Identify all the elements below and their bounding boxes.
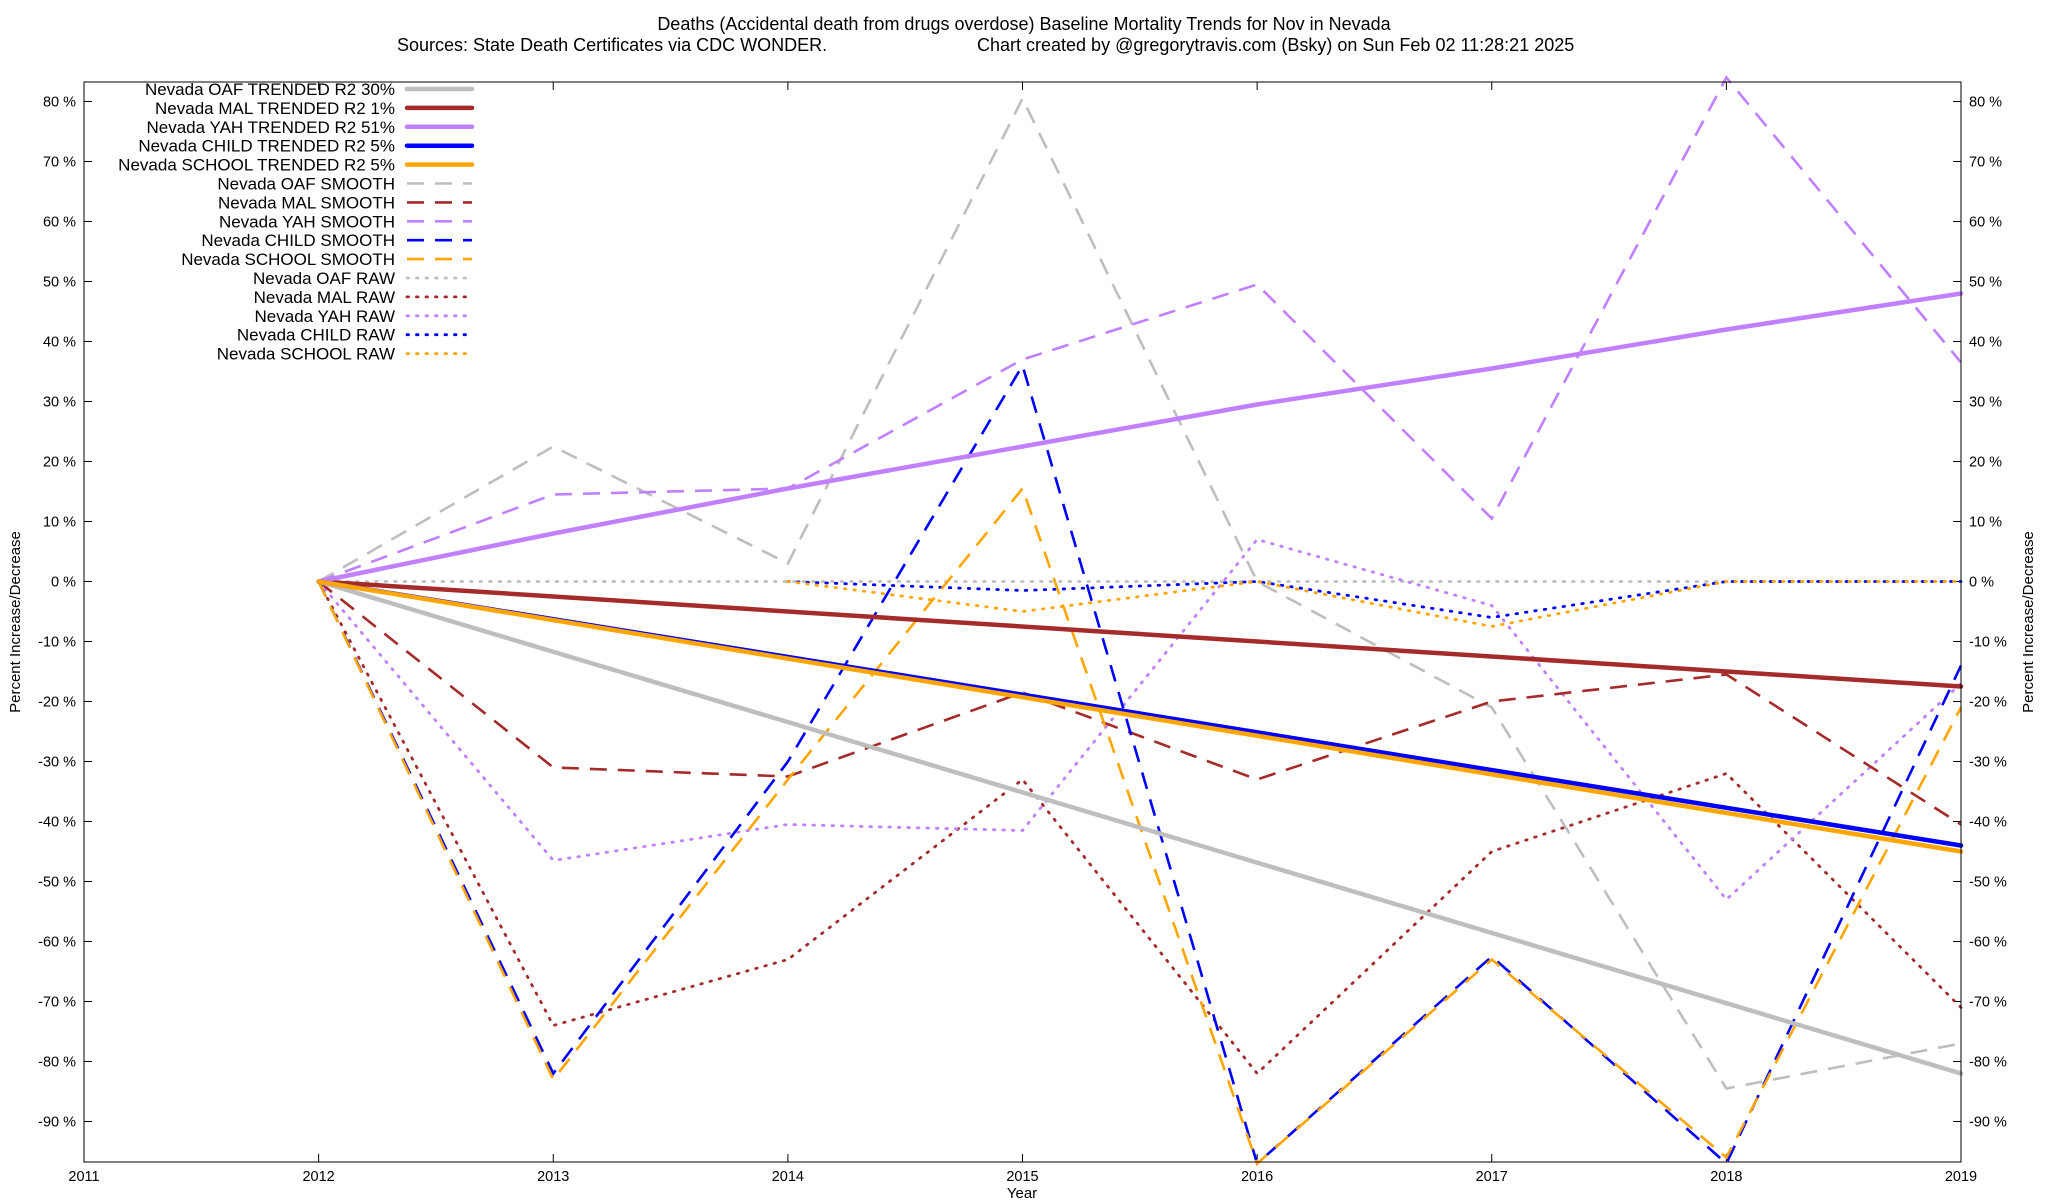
y-axis-label-left: Percent Increase/Decrease (7, 531, 24, 713)
y-tick-label-right-70: 70 % (1969, 155, 2002, 171)
y-tick-label-right-60: 60 % (1969, 215, 2002, 231)
legend-label-nevada-mal-smooth: Nevada MAL SMOOTH (218, 193, 395, 212)
series-line-nevada-yah-smooth (318, 75, 1963, 583)
legend: Nevada OAF TRENDED R2 30%Nevada MAL TREN… (118, 80, 475, 364)
y-tick-label-left-70: 70 % (43, 155, 76, 171)
legend-label-nevada-child-smooth: Nevada CHILD SMOOTH (201, 231, 395, 250)
y-tick-label-right--10: -10 % (1969, 635, 2007, 651)
y-tick-label-right-20: 20 % (1969, 455, 2002, 471)
series-line-nevada-school-trended-r2-5 (316, 579, 1964, 854)
y-tick-label-right--60: -60 % (1969, 935, 2007, 951)
y-tick-label-left--10: -10 % (38, 635, 76, 651)
y-tick-label-left-20: 20 % (43, 455, 76, 471)
y-tick-label-left-50: 50 % (43, 275, 76, 291)
legend-label-nevada-child-raw: Nevada CHILD RAW (237, 326, 395, 345)
legend-label-nevada-mal-raw: Nevada MAL RAW (254, 288, 395, 307)
x-tick-label-2011: 2011 (68, 1169, 99, 1185)
x-tick-label-2019: 2019 (1945, 1169, 1977, 1185)
legend-label-nevada-oaf-trended-r2-30: Nevada OAF TRENDED R2 30% (145, 80, 395, 99)
legend-label-nevada-oaf-smooth: Nevada OAF SMOOTH (217, 175, 395, 194)
legend-label-nevada-yah-trended-r2-51: Nevada YAH TRENDED R2 51% (147, 118, 396, 137)
y-tick-label-left-10: 10 % (43, 515, 76, 531)
series-line-nevada-yah-raw (317, 537, 1963, 902)
series-line-nevada-mal-trended-r2-1 (316, 579, 1964, 689)
chart-subtitle-credit: Chart created by @gregorytravis.com (Bsk… (977, 35, 1574, 55)
x-tick-label-2018: 2018 (1710, 1169, 1742, 1185)
series-line-nevada-yah-trended-r2-51 (316, 291, 1964, 584)
y-tick-label-right--90: -90 % (1969, 1115, 2007, 1131)
y-tick-label-left--20: -20 % (38, 695, 76, 711)
y-tick-label-left-0: 0 % (51, 575, 76, 591)
y-tick-label-left--80: -80 % (38, 1055, 76, 1071)
x-axis-label: Year (1007, 1185, 1037, 1200)
x-tick-label-2017: 2017 (1476, 1169, 1508, 1185)
y-tick-label-right-80: 80 % (1969, 95, 2002, 111)
series-line-nevada-oaf-trended-r2-30 (316, 579, 1964, 1076)
legend-label-nevada-school-raw: Nevada SCHOOL RAW (217, 345, 395, 364)
y-tick-label-right-10: 10 % (1969, 515, 2002, 531)
y-tick-label-right--20: -20 % (1969, 695, 2007, 711)
y-tick-label-right--50: -50 % (1969, 875, 2007, 891)
series-layer (316, 75, 1964, 1166)
x-tick-label-2016: 2016 (1241, 1169, 1273, 1185)
series-line-nevada-school-raw (786, 580, 1963, 628)
legend-label-nevada-child-trended-r2-5: Nevada CHILD TRENDED R2 5% (138, 137, 395, 156)
legend-label-nevada-oaf-raw: Nevada OAF RAW (253, 269, 395, 288)
y-tick-label-right--40: -40 % (1969, 815, 2007, 831)
y-tick-label-right-50: 50 % (1969, 275, 2002, 291)
y-tick-label-left--90: -90 % (38, 1115, 76, 1131)
x-tick-label-2013: 2013 (537, 1169, 569, 1185)
y-tick-label-right-0: 0 % (1969, 575, 1994, 591)
y-tick-label-left-30: 30 % (43, 395, 76, 411)
legend-label-nevada-yah-raw: Nevada YAH RAW (255, 307, 395, 326)
y-tick-label-left--50: -50 % (38, 875, 76, 891)
y-tick-label-right-40: 40 % (1969, 335, 2002, 351)
chart-subtitle-sources: Sources: State Death Certificates via CD… (397, 35, 827, 55)
series-line-nevada-oaf-smooth (317, 95, 1962, 1090)
legend-label-nevada-mal-trended-r2-1: Nevada MAL TRENDED R2 1% (155, 99, 395, 118)
chart-title: Deaths (Accidental death from drugs over… (657, 14, 1391, 34)
y-tick-label-left-80: 80 % (43, 95, 76, 111)
y-tick-label-left-40: 40 % (43, 335, 76, 351)
y-tick-label-right--70: -70 % (1969, 995, 2007, 1011)
ticks-layer: 2011 2012 2013 2014 2015 2016 2017 2018 2019 80 %… (38, 82, 2007, 1185)
y-tick-label-right--80: -80 % (1969, 1055, 2007, 1071)
x-tick-label-2014: 2014 (772, 1169, 804, 1185)
legend-label-nevada-yah-smooth: Nevada YAH SMOOTH (219, 212, 395, 231)
plot-frame (83, 81, 1962, 1163)
series-line-nevada-child-smooth (317, 362, 1963, 1166)
series-line-nevada-mal-smooth (317, 580, 1962, 826)
series-line-nevada-mal-raw (317, 580, 1963, 1076)
legend-label-nevada-school-smooth: Nevada SCHOOL SMOOTH (181, 250, 395, 269)
legend-label-nevada-school-trended-r2-5: Nevada SCHOOL TRENDED R2 5% (118, 156, 395, 175)
y-tick-label-left--60: -60 % (38, 935, 76, 951)
y-tick-label-left--40: -40 % (38, 815, 76, 831)
x-tick-label-2012: 2012 (302, 1169, 334, 1185)
y-tick-label-left--30: -30 % (38, 755, 76, 771)
y-axis-label-right: Percent Increase/Decrease (2020, 531, 2037, 713)
y-tick-label-left-60: 60 % (43, 215, 76, 231)
x-tick-label-2015: 2015 (1006, 1169, 1038, 1185)
y-tick-label-right--30: -30 % (1969, 755, 2007, 771)
y-tick-label-left--70: -70 % (38, 995, 76, 1011)
y-tick-label-right-30: 30 % (1969, 395, 2002, 411)
series-line-nevada-child-raw (786, 580, 1963, 619)
